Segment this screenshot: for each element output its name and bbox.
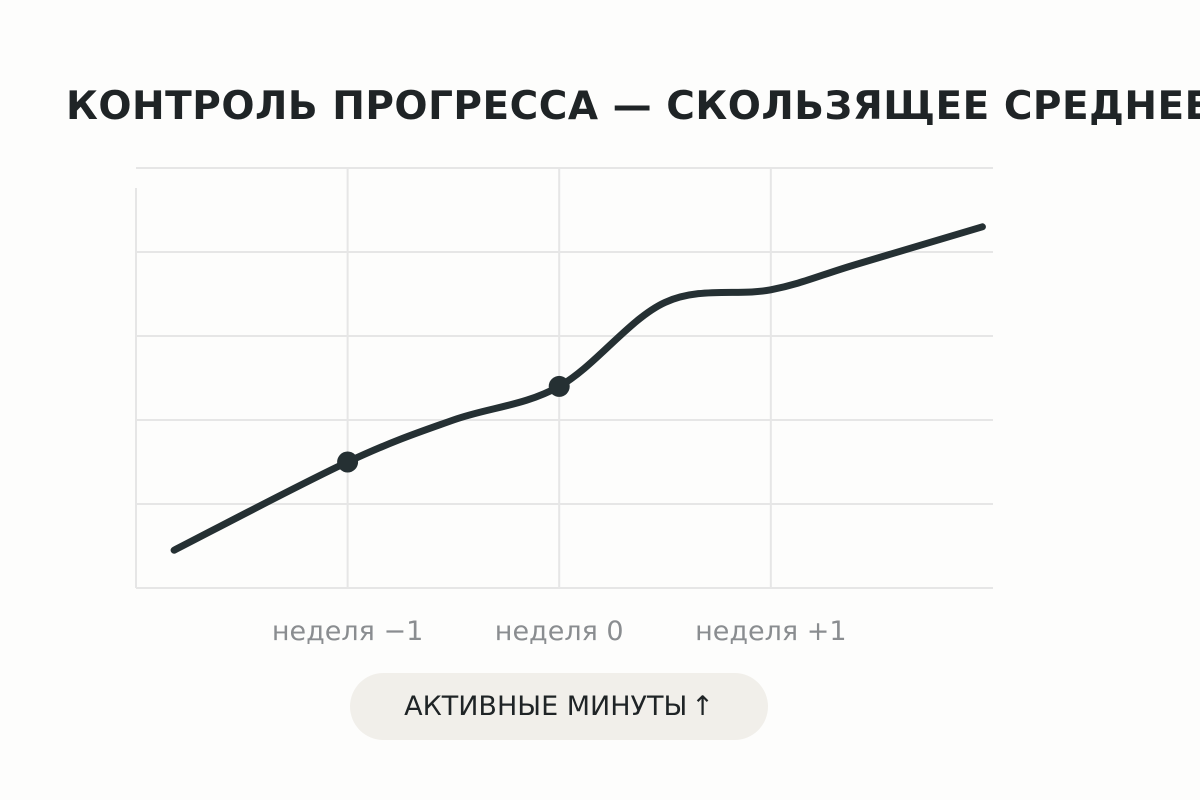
x-tick-label: неделя −1 xyxy=(272,616,423,647)
x-tick-label: неделя +1 xyxy=(695,616,846,647)
series-layer xyxy=(170,223,986,554)
x-tick-label: неделя 0 xyxy=(495,616,624,647)
data-point xyxy=(337,451,359,473)
grid xyxy=(136,167,993,588)
legend-pill: АКТИВНЫЕ МИНУТЫ ↑ xyxy=(350,673,768,740)
legend-pill-label: АКТИВНЫЕ МИНУТЫ xyxy=(404,691,688,722)
x-tick-labels: неделя −1 неделя 0 неделя +1 xyxy=(272,616,847,647)
axes xyxy=(135,188,993,589)
chart-title: КОНТРОЛЬ ПРОГРЕССА — СКОЛЬЗЯЩЕЕ СРЕДНЕЕ xyxy=(66,84,1200,129)
arrow-up-icon: ↑ xyxy=(691,691,714,722)
data-point xyxy=(548,375,570,397)
series-line xyxy=(170,223,986,554)
